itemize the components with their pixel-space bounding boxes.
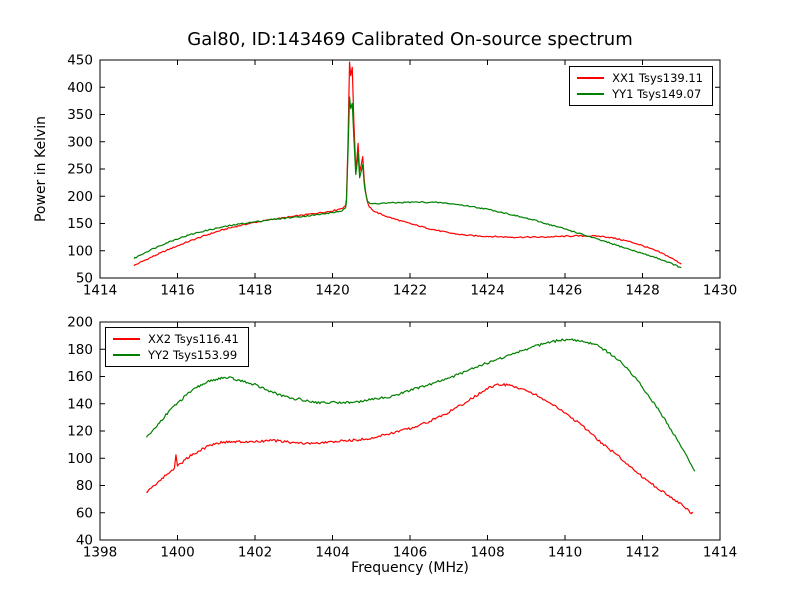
x-tick-label: 1428 — [625, 283, 659, 299]
x-tick-label: 1402 — [238, 545, 272, 561]
legend-entry-yy2: YY2 Tsys153.99 — [113, 348, 239, 362]
series-line-xx2 — [146, 383, 694, 515]
x-tick-label: 1408 — [470, 545, 504, 561]
y-tick-label: 150 — [67, 216, 93, 232]
y-axis-ticks-1: 40 60 80 100 120 140 160 180 200 — [67, 315, 720, 549]
x-tick-label: 1414 — [703, 545, 737, 561]
plot-area-1 — [145, 338, 696, 515]
plot-area-0 — [133, 61, 682, 269]
x-tick-label: 1410 — [548, 545, 582, 561]
x-tick-label: 1400 — [160, 545, 194, 561]
x-tick-label: 1412 — [625, 545, 659, 561]
y-tick-label: 80 — [76, 478, 93, 494]
y-tick-label: 100 — [67, 243, 93, 259]
legend-label-yy2: YY2 Tsys153.99 — [148, 348, 238, 362]
x-tick-label: 1424 — [470, 283, 504, 299]
y-tick-label: 350 — [67, 107, 93, 123]
figure-title: Gal80, ID:143469 Calibrated On-source sp… — [187, 29, 633, 50]
x-tick-label: 1426 — [548, 283, 582, 299]
x-axis-label: Frequency (MHz) — [351, 560, 469, 576]
legend-label-xx1: XX1 Tsys139.11 — [612, 71, 703, 85]
x-tick-label: 1422 — [393, 283, 427, 299]
legend-entry-xx2: XX2 Tsys116.41 — [113, 332, 239, 346]
x-axis-ticks-0: 1414 1416 1418 1420 1422 1424 1426 1428 1430 — [83, 60, 737, 299]
legend-line-sample-yy2 — [113, 354, 140, 356]
legend-label-yy1: YY1 Tsys149.07 — [612, 87, 702, 101]
x-tick-label: 1406 — [393, 545, 427, 561]
y-tick-label: 400 — [67, 80, 93, 96]
legend-top-plot: XX1 Tsys139.11 YY1 Tsys149.07 — [569, 66, 713, 106]
x-tick-label: 1416 — [160, 283, 194, 299]
y-tick-label: 450 — [67, 53, 93, 69]
y-axis-ticks-0: 50 100 150 200 250 300 350 400 450 — [67, 53, 720, 287]
legend-label-xx2: XX2 Tsys116.41 — [148, 332, 239, 346]
y-tick-label: 140 — [67, 396, 93, 412]
series-line-yy2 — [145, 338, 696, 472]
x-tick-label: 1404 — [315, 545, 349, 561]
series-line-yy1 — [133, 96, 682, 269]
x-tick-label: 1414 — [83, 283, 117, 299]
x-tick-label: 1430 — [703, 283, 737, 299]
y-tick-label: 60 — [76, 505, 93, 521]
legend-line-sample-xx2 — [113, 338, 140, 340]
x-axis-ticks-1: 1398 1400 1402 1404 1406 1408 1410 1412 1414 — [83, 322, 737, 561]
x-tick-label: 1418 — [238, 283, 272, 299]
legend-bottom-plot: XX2 Tsys116.41 YY2 Tsys153.99 — [105, 327, 249, 367]
y-tick-label: 250 — [67, 162, 93, 178]
legend-entry-yy1: YY1 Tsys149.07 — [577, 87, 703, 101]
y-tick-label: 50 — [76, 271, 93, 287]
legend-entry-xx1: XX1 Tsys139.11 — [577, 71, 703, 85]
y-tick-label: 180 — [67, 342, 93, 358]
x-tick-label: 1420 — [315, 283, 349, 299]
y-tick-label: 120 — [67, 424, 93, 440]
x-tick-label: 1398 — [83, 545, 117, 561]
y-tick-label: 200 — [67, 189, 93, 205]
legend-line-sample-xx1 — [577, 77, 605, 79]
y-tick-label: 200 — [67, 315, 93, 331]
y-tick-label: 100 — [67, 451, 93, 467]
legend-line-sample-yy1 — [577, 93, 605, 95]
y-tick-label: 40 — [76, 533, 93, 549]
y-tick-label: 160 — [67, 369, 93, 385]
y-axis-label-top: Power in Kelvin — [33, 115, 49, 223]
y-tick-label: 300 — [67, 134, 93, 150]
